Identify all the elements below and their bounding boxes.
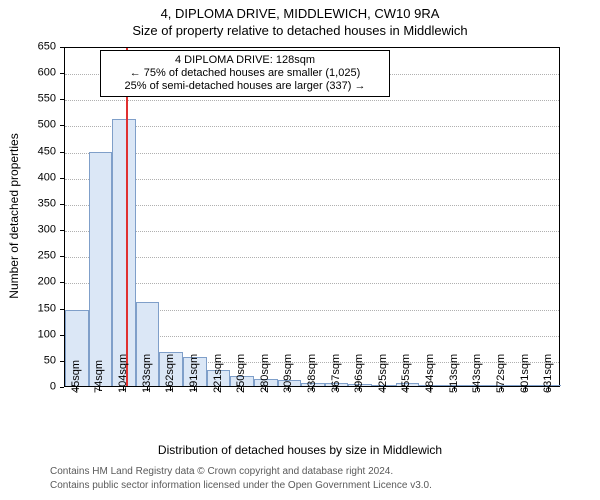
ytick-mark — [60, 73, 64, 74]
footer-line1: Contains HM Land Registry data © Crown c… — [0, 466, 600, 477]
ytick-mark — [60, 335, 64, 336]
annotation-line2: ← 75% of detached houses are smaller (1,… — [107, 67, 383, 80]
ytick-mark — [60, 282, 64, 283]
gridline — [65, 231, 559, 232]
ytick-mark — [60, 309, 64, 310]
ytick-label: 100 — [0, 329, 56, 340]
x-axis-label: Distribution of detached houses by size … — [0, 443, 600, 457]
title-line1: 4, DIPLOMA DRIVE, MIDDLEWICH, CW10 9RA — [0, 6, 600, 21]
ytick-mark — [60, 361, 64, 362]
gridline — [65, 283, 559, 284]
annotation-line3: 25% of semi-detached houses are larger (… — [107, 80, 383, 93]
title-block: 4, DIPLOMA DRIVE, MIDDLEWICH, CW10 9RA S… — [0, 6, 600, 38]
ytick-label: 500 — [0, 120, 56, 131]
gridline — [65, 126, 559, 127]
ytick-mark — [60, 256, 64, 257]
ytick-mark — [60, 47, 64, 48]
title-line2: Size of property relative to detached ho… — [0, 23, 600, 38]
ytick-label: 250 — [0, 251, 56, 262]
ytick-label: 150 — [0, 303, 56, 314]
ytick-mark — [60, 125, 64, 126]
ytick-mark — [60, 204, 64, 205]
ytick-label: 400 — [0, 172, 56, 183]
ytick-label: 650 — [0, 42, 56, 53]
ytick-label: 550 — [0, 94, 56, 105]
gridline — [65, 153, 559, 154]
ytick-label: 0 — [0, 382, 56, 393]
annotation-box: 4 DIPLOMA DRIVE: 128sqm ← 75% of detache… — [100, 50, 390, 97]
annotation-line1: 4 DIPLOMA DRIVE: 128sqm — [107, 54, 383, 67]
footer-line2: Contains public sector information licen… — [0, 480, 600, 491]
gridline — [65, 257, 559, 258]
ytick-label: 50 — [0, 355, 56, 366]
ytick-mark — [60, 99, 64, 100]
property-marker-line — [126, 48, 128, 386]
gridline — [65, 205, 559, 206]
histogram-bar — [112, 119, 136, 386]
histogram-bar — [89, 152, 113, 386]
figure: 4, DIPLOMA DRIVE, MIDDLEWICH, CW10 9RA S… — [0, 0, 600, 500]
ytick-mark — [60, 152, 64, 153]
ytick-mark — [60, 387, 64, 388]
ytick-label: 450 — [0, 146, 56, 157]
gridline — [65, 179, 559, 180]
ytick-label: 350 — [0, 198, 56, 209]
ytick-mark — [60, 230, 64, 231]
ytick-label: 300 — [0, 225, 56, 236]
plot-area — [64, 47, 560, 387]
gridline — [65, 100, 559, 101]
ytick-mark — [60, 178, 64, 179]
ytick-label: 600 — [0, 68, 56, 79]
ytick-label: 200 — [0, 277, 56, 288]
